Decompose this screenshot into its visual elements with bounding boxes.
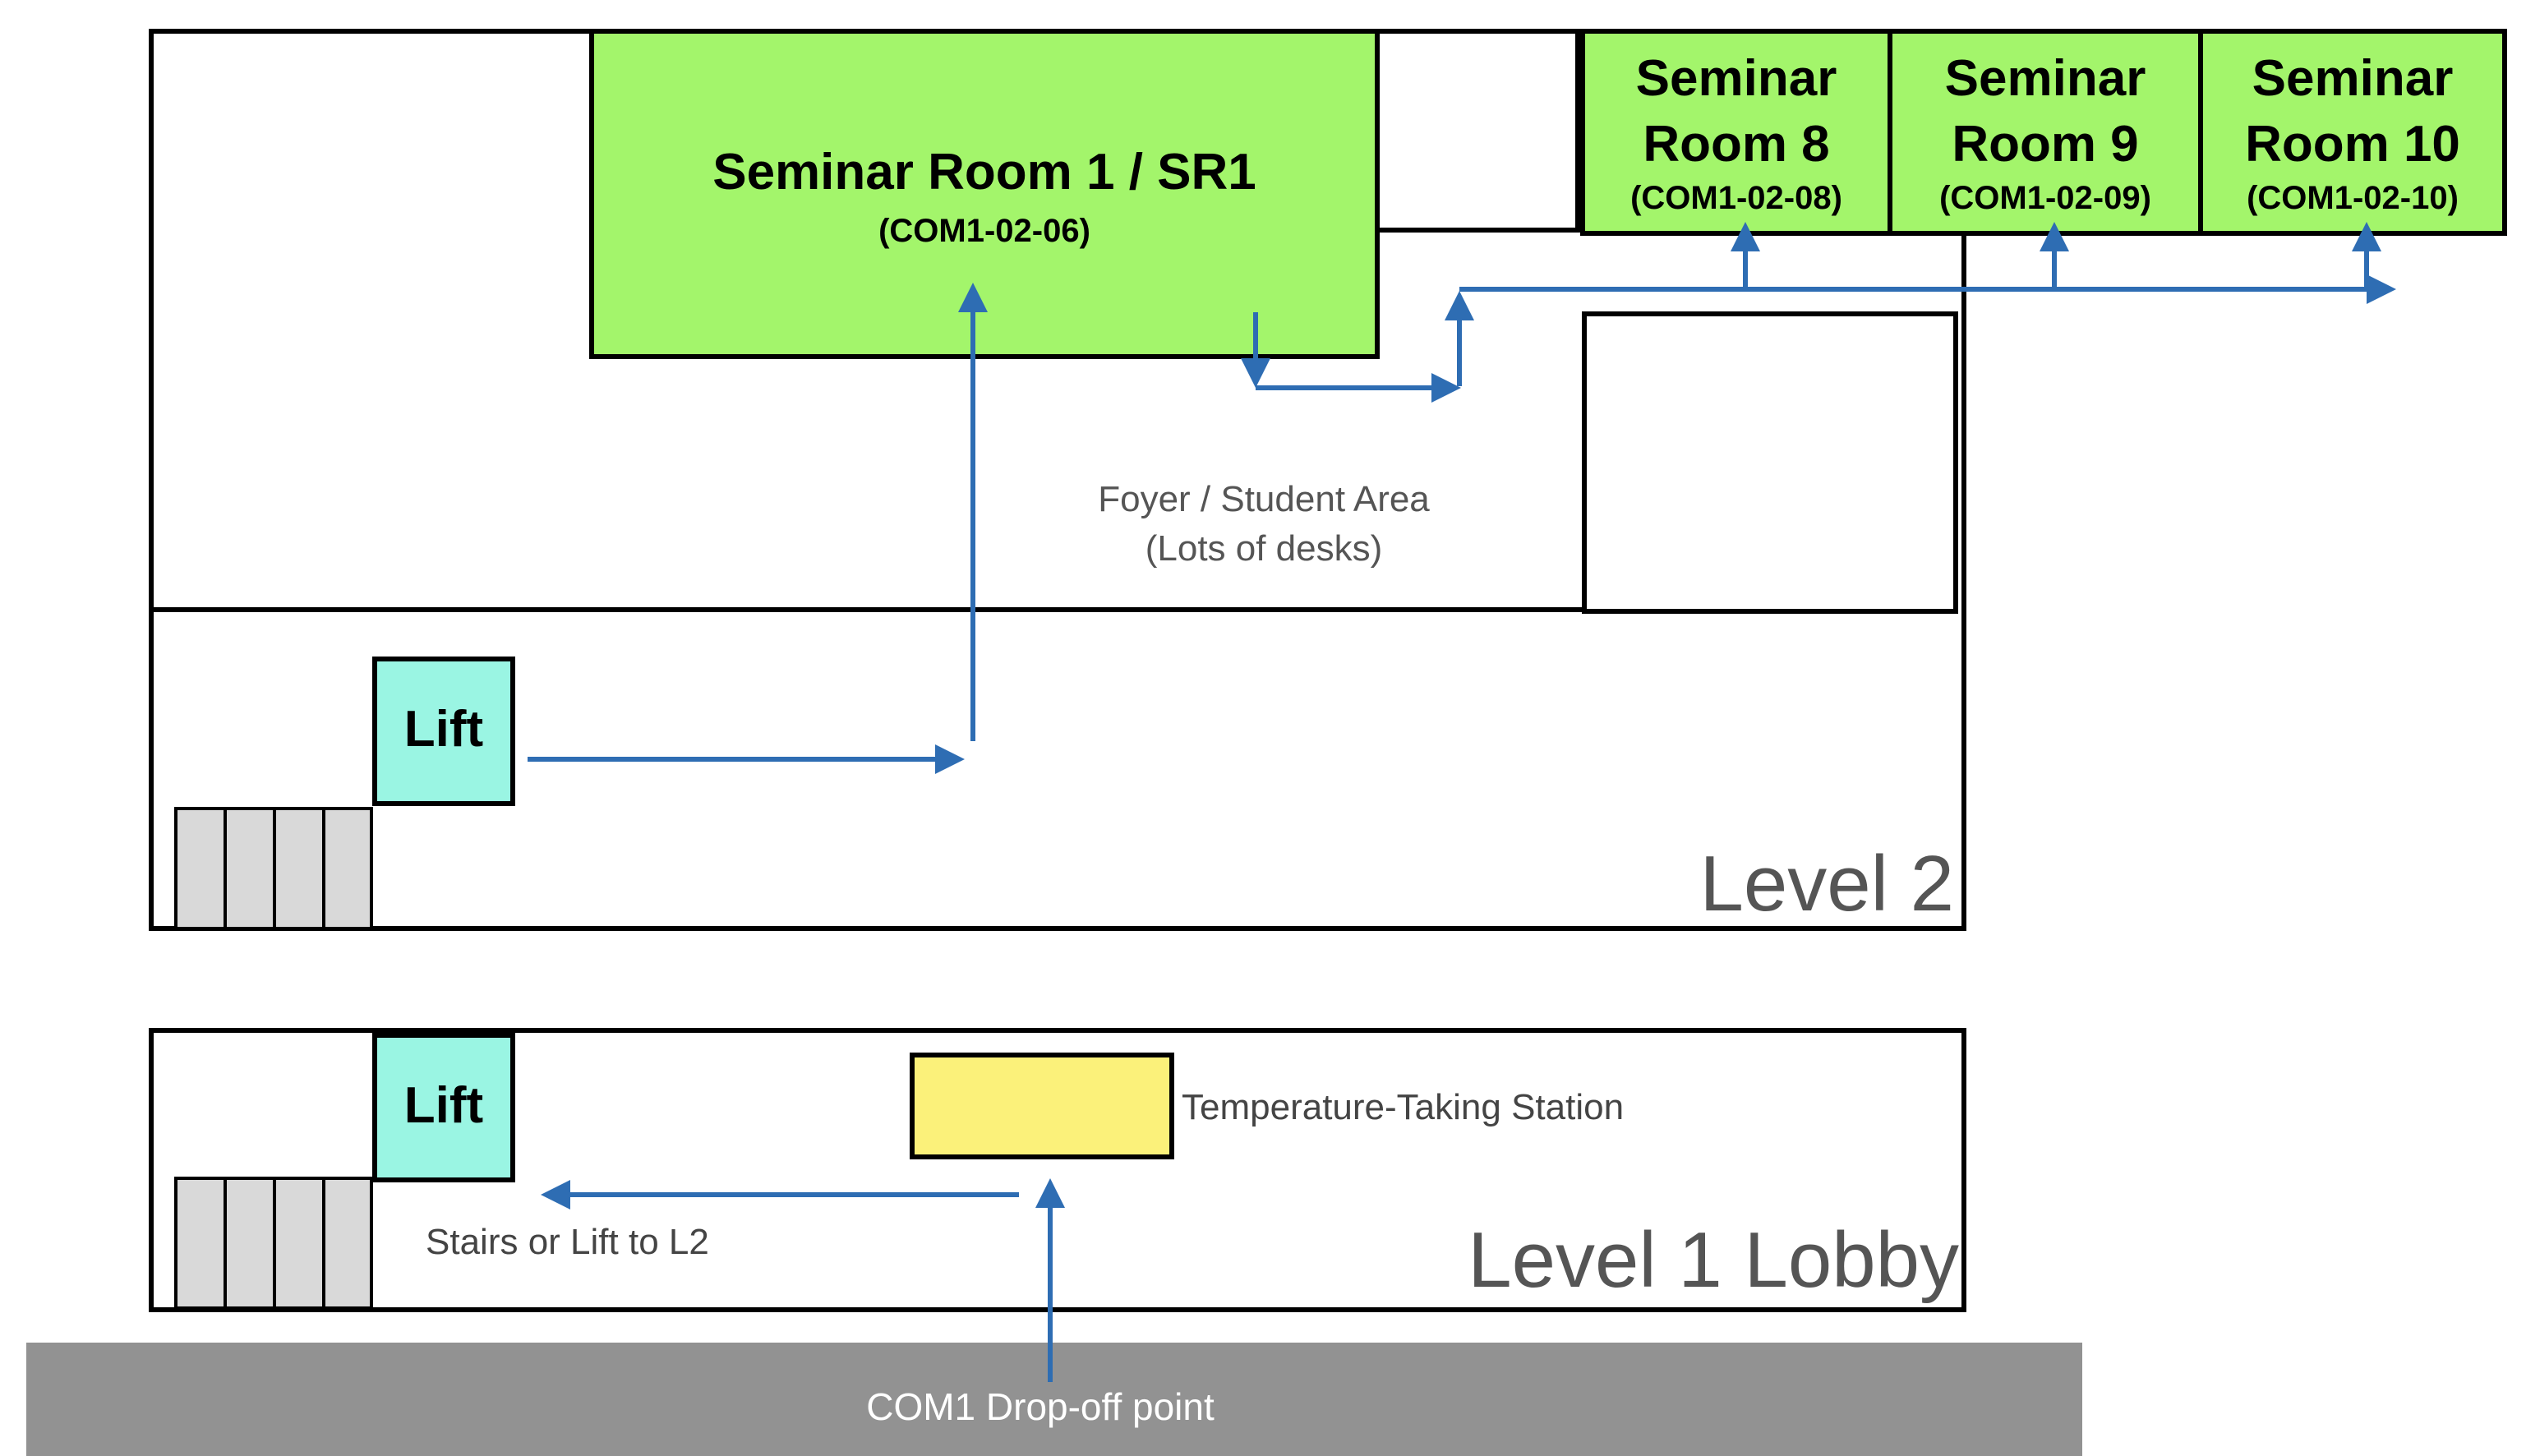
stairs-lift-label: Stairs or Lift to L2 [426,1222,709,1262]
level-2-floor: Seminar Room 1 / SR1 (COM1-02-06) Semina… [149,29,2507,931]
temperature-station-label: Temperature-Taking Station [1182,1087,1624,1127]
lift-level-2-label: Lift [404,701,483,758]
seminar-room-10-line1: Seminar [2252,50,2454,107]
drop-off-label: COM1 Drop-off point [866,1385,1215,1428]
seminar-room-8 [1580,29,1892,236]
seminar-room-1-name: Seminar Room 1 / SR1 [712,144,1256,200]
seminar-room-8-line1: Seminar [1636,50,1837,107]
level-1-label: Level 1 Lobby [1468,1216,1959,1304]
level-2-small-room [1375,29,1580,233]
level-1-floor: Lift Temperature-Taking Station Stairs o… [149,1028,1966,1312]
lift-level-2 [372,657,515,806]
seminar-room-8-code: (COM1-02-08) [1630,180,1842,216]
level-2-label: Level 2 [1699,840,1954,928]
route-level-2 [528,222,2396,774]
seminar-room-9-code: (COM1-02-09) [1939,180,2151,216]
stairs-icon [174,1177,373,1310]
seminar-room-10-line2: Room 10 [2245,116,2460,173]
lift-level-1-label: Lift [404,1077,483,1134]
seminar-room-8-line2: Room 8 [1643,116,1829,173]
drop-off-road [26,1343,2082,1456]
foyer-label-line1: Foyer / Student Area [1098,479,1430,519]
drop-off-area: COM1 Drop-off point [26,1178,2082,1456]
level-2-side-room [1582,311,1958,614]
seminar-room-10-code: (COM1-02-10) [2247,180,2459,216]
foyer-label-line2: (Lots of desks) [1145,528,1383,569]
seminar-room-9-line2: Room 9 [1952,116,2138,173]
temperature-taking-station [910,1053,1174,1159]
lift-level-1 [372,1033,515,1182]
seminar-room-1-code: (COM1-02-06) [878,213,1090,249]
stairs-icon [174,807,373,930]
seminar-room-9-line1: Seminar [1945,50,2146,107]
